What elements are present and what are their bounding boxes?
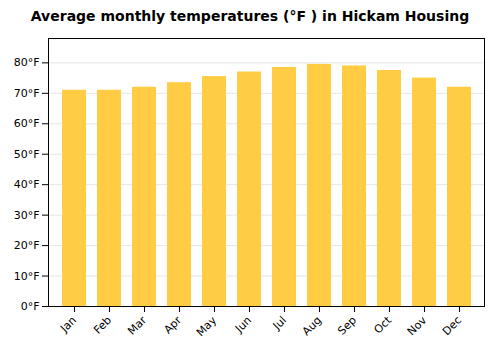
svg-text:Jan: Jan [57,314,79,336]
svg-text:Jul: Jul [270,314,289,333]
svg-text:50°F: 50°F [14,148,40,161]
svg-text:0°F: 0°F [21,300,40,313]
svg-text:40°F: 40°F [14,178,40,191]
svg-text:80°F: 80°F [14,56,40,69]
svg-text:Feb: Feb [91,314,114,337]
svg-text:Jun: Jun [232,314,254,336]
svg-text:70°F: 70°F [14,87,40,100]
svg-text:30°F: 30°F [14,209,40,222]
svg-text:60°F: 60°F [14,117,40,130]
svg-text:Oct: Oct [371,313,394,336]
svg-text:20°F: 20°F [14,239,40,252]
svg-text:Sep: Sep [335,314,359,338]
svg-text:Apr: Apr [161,313,184,336]
html-text:Average monthly temperatures (: Average monthly temperatures (°F ) in Hi… [30,8,470,24]
svg-text:Aug: Aug [300,314,324,338]
svg-text:10°F: 10°F [14,270,40,283]
svg-text:Mar: Mar [125,313,149,337]
svg-text:May: May [194,313,220,339]
svg-text:Nov: Nov [405,313,430,338]
svg-text:Dec: Dec [440,314,464,338]
